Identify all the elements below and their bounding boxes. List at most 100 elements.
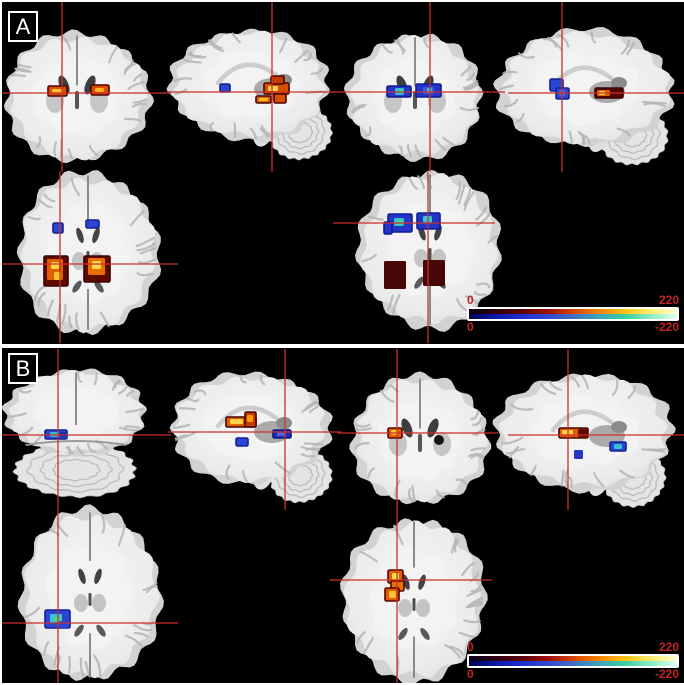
B-sagittal-right-sulcus — [627, 385, 636, 399]
colorbar-b-bottom-labels: 0 -220 — [467, 668, 679, 681]
B-sagittal-right-slice — [492, 373, 676, 509]
B-coronal-posterior-sulcus — [65, 446, 72, 455]
A-coronal-right-slice — [343, 33, 484, 162]
A-axial-left-overlay-blob — [85, 219, 100, 229]
B-coronal-mid-sulcus — [394, 479, 401, 499]
A-sagittal-left-sulcus — [231, 32, 241, 44]
B-sagittal-left-white-matter — [199, 393, 299, 463]
A-axial-left-sulcus — [33, 285, 46, 302]
B-sagittal-right-sulcus — [567, 476, 573, 489]
B-coronal-posterior-sulcus — [124, 425, 140, 429]
A-axial-right-sulcus — [457, 184, 466, 205]
colorbar-a-pos-min: 0 — [467, 293, 474, 307]
B-axial-right-sulcus — [463, 619, 481, 624]
A-axial-right-sulcus — [463, 188, 472, 206]
B-axial-left-posterior-horn-left — [74, 624, 84, 637]
A-sagittal-right-sulcus — [517, 52, 535, 59]
B-axial-left-frontal-horn-right — [94, 568, 102, 584]
B-axial-left-sulcus — [100, 513, 106, 534]
A-coronal-left-sulcus — [123, 117, 142, 123]
B-coronal-mid-overlay-blob — [434, 435, 444, 445]
A-coronal-right-sulcus — [398, 145, 403, 157]
B-axial-left-slice — [17, 504, 164, 681]
B-axial-left-thalamus-left — [74, 594, 88, 612]
B-axial-right-third-ventricle — [412, 598, 416, 611]
colorbar-b-pos-max: 220 — [658, 640, 679, 654]
frame-top — [0, 0, 684, 2]
A-axial-left-slice — [16, 170, 162, 336]
negative-gradient — [469, 661, 677, 666]
A-axial-left-sulcus — [61, 303, 67, 325]
A-axial-left-overlay-blob — [51, 262, 59, 269]
A-coronal-left-third-ventricle — [75, 91, 79, 109]
B-sagittal-right-sulcus — [611, 379, 619, 396]
A-axial-left-sulcus — [37, 292, 46, 307]
B-axial-right-sulcus — [450, 537, 458, 554]
B-axial-right-thalamus-left — [398, 599, 412, 617]
A-sagittal-right-sulcus — [499, 84, 515, 90]
B-axial-right-overlay-blob — [389, 591, 396, 598]
B-sagittal-right-sulcus — [540, 383, 557, 396]
A-sagittal-right-sulcus — [642, 100, 668, 105]
B-sagittal-right-overlay-blob — [614, 444, 622, 449]
B-axial-right-sulcus — [444, 644, 462, 659]
colorbar-b-top-labels: 0 220 — [467, 641, 679, 654]
A-axial-left-thalamus-left — [72, 252, 86, 270]
B-sagittal-left-sulcus — [193, 389, 207, 396]
B-axial-right-frontal-horn-right — [418, 574, 426, 590]
B-sagittal-right-sulcus — [548, 380, 562, 391]
A-sagittal-right-sulcus — [547, 36, 563, 51]
A-coronal-right-sulcus — [423, 37, 429, 48]
B-sagittal-left-sulcus — [300, 453, 316, 458]
A-axial-right-sulcus — [475, 212, 491, 227]
B-sagittal-left-sulcus — [305, 447, 320, 452]
B-sagittal-right-overlay-blob — [574, 450, 583, 459]
A-sagittal-left-sulcus — [233, 122, 237, 138]
A-sagittal-left-overlay-blob — [270, 75, 285, 85]
A-axial-left-sulcus — [75, 312, 80, 331]
B-axial-left-third-ventricle — [88, 593, 92, 606]
B-axial-left-sulcus — [93, 654, 102, 677]
B-axial-right-frontal-horn-left — [402, 574, 410, 590]
A-sagittal-left-sulcus — [310, 67, 323, 75]
B-coronal-mid-sulcus — [407, 488, 414, 503]
B-axial-left-sulcus — [145, 584, 158, 594]
A-sagittal-right-sulcus — [556, 34, 570, 48]
A-sagittal-right-sulcus — [582, 134, 591, 145]
A-axial-right-sulcus — [476, 282, 491, 289]
A-axial-left-sulcus — [136, 242, 156, 252]
B-axial-left-thalamus-right — [92, 594, 106, 612]
positive-gradient — [469, 656, 677, 661]
A-coronal-right-sulcus — [460, 65, 472, 77]
A-coronal-left-ventricle-right — [84, 75, 96, 95]
B-sagittal-right-overlay-blob — [578, 429, 588, 437]
B-axial-left-sulcus — [79, 657, 85, 678]
colorbar-a-pos-max: 220 — [658, 293, 679, 307]
frame-left — [0, 0, 2, 685]
B-sagittal-left-sulcus — [303, 442, 324, 446]
A-sagittal-right-sulcus — [616, 127, 631, 137]
B-axial-right-sulcus — [467, 600, 484, 607]
B-sagittal-right-sulcus — [560, 469, 565, 487]
A-sagittal-left-sulcus — [303, 52, 312, 62]
A-axial-left-sulcus — [99, 311, 110, 328]
A-axial-right-sulcus — [361, 253, 377, 263]
colorbar-b: 0 220 0 -220 — [467, 641, 679, 681]
A-sagittal-right-sulcus — [626, 41, 635, 56]
B-coronal-mid-sulcus — [354, 442, 370, 450]
A-sagittal-left-overlay-blob — [219, 83, 231, 93]
panel-label-b: B — [8, 353, 38, 384]
B-coronal-posterior-cerebellum-folia — [52, 458, 101, 482]
A-axial-right-sulcus — [473, 290, 486, 296]
A-coronal-left-sulcus — [14, 67, 31, 73]
B-coronal-mid-sulcus — [354, 427, 372, 431]
negative-gradient — [469, 314, 677, 319]
A-coronal-left-overlay-blob — [95, 88, 104, 92]
B-coronal-mid-sulcus — [355, 423, 371, 428]
A-axial-left-sulcus — [135, 236, 155, 247]
B-sagittal-left-overlay-blob — [247, 415, 253, 422]
A-sagittal-right-slice — [493, 27, 675, 166]
A-axial-left-sulcus — [43, 193, 56, 203]
A-coronal-left-slice — [3, 29, 155, 164]
